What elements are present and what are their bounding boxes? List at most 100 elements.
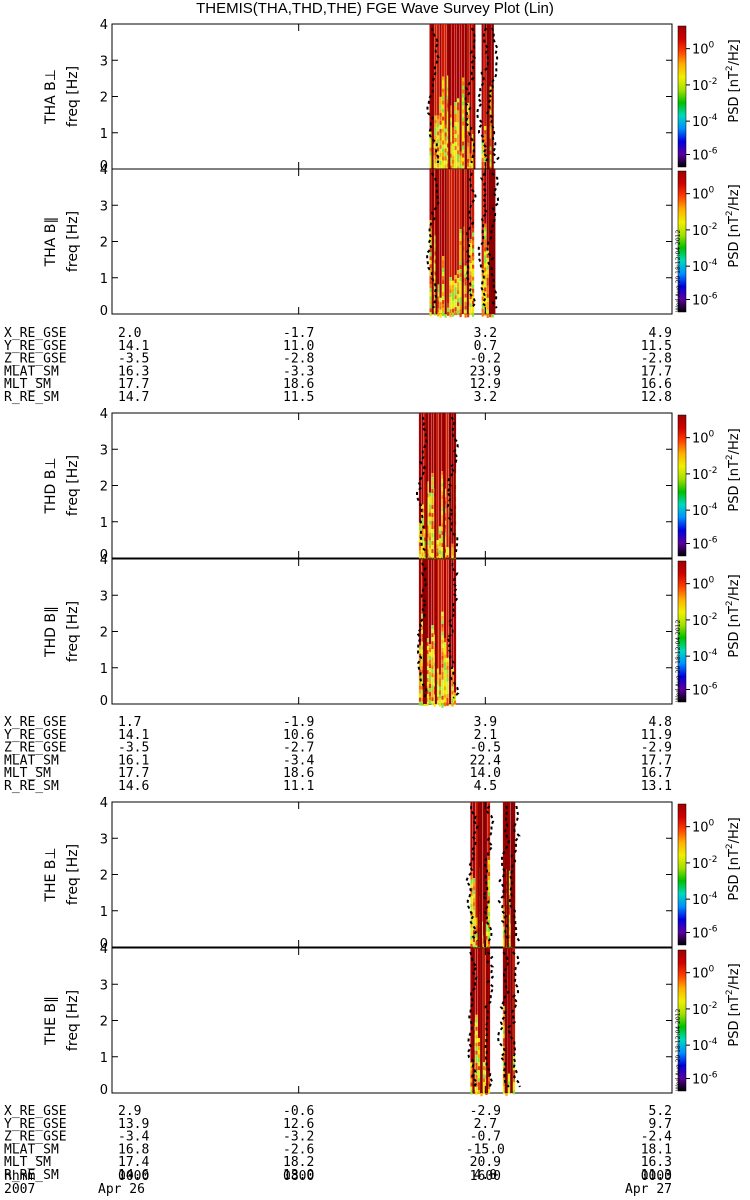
spectrum-cell [441, 503, 444, 508]
colorbar [677, 25, 687, 168]
ephemeris-value: 22.4 [470, 753, 501, 768]
spectrum-cell [481, 272, 484, 277]
spectrogram-panel-tha-bpar: 0 1 2 3 4 THA B∥ freq [Hz] 100 10-2 10-4 10-6 PSD [… [43, 163, 742, 319]
spectrum-cell [487, 928, 491, 933]
spectrum-cell [507, 1089, 511, 1094]
spectrum-cell [475, 1026, 478, 1031]
spectrum-cell [438, 694, 442, 699]
ephemeris-value: 14.0 [470, 766, 501, 781]
spectrum-cell [457, 150, 460, 155]
spectrum-cell [502, 1058, 506, 1063]
spectrum-cell [442, 256, 445, 261]
spectrum-cell [428, 664, 432, 668]
spectrum-line [477, 802, 480, 947]
colorbar [677, 803, 687, 946]
spectrum-cell [470, 1070, 473, 1075]
spectrum-cell [449, 309, 452, 314]
spectrum-cell [487, 920, 491, 925]
colorbar-tick-exponent: -4 [709, 258, 718, 268]
spectrum-column [484, 24, 487, 127]
spectrum-cell [426, 646, 429, 651]
ephemeris-value: 0.7 [474, 339, 497, 354]
spectrum-cell [446, 547, 449, 552]
spectrum-cell [442, 136, 445, 141]
colorbar-label: PSD [nT2/Hz] [725, 184, 742, 267]
spectrum-cell [502, 1026, 506, 1031]
spectrum-cell [442, 156, 445, 161]
spectrum-cell [441, 655, 444, 660]
colorbar-tick-label: 10-6 [692, 292, 718, 309]
spectrum-cell [418, 681, 422, 686]
colorbar-tick-exponent: -6 [709, 292, 718, 302]
spectrum-cell [431, 481, 434, 486]
spectrum-cell [439, 164, 442, 169]
ephemeris-row-name: Z_RE_GSE [4, 741, 67, 756]
spectrum-cell [418, 673, 422, 678]
spectrum-cell [426, 694, 429, 699]
spectrum-line [464, 24, 467, 169]
colorbar-tick-exponent: -6 [709, 1071, 718, 1081]
spectrum-cell [454, 279, 457, 284]
spectrum-cell [431, 545, 434, 550]
spectrum-cell [442, 272, 445, 277]
ephemeris-value: 11.0 [283, 339, 314, 354]
y-tick-label: 1 [100, 905, 108, 920]
spectrum-cell [502, 1070, 506, 1075]
spectrum-cell [447, 303, 450, 308]
spectrum-cell [418, 546, 422, 551]
spectrum-cell [484, 130, 487, 135]
y-tick-label: 3 [100, 443, 108, 458]
spectrum-cell [454, 299, 457, 304]
spectrum-cell [421, 520, 424, 525]
spectrum-cell [431, 633, 434, 638]
spectrum-line [480, 948, 483, 1093]
spectrum-cell [487, 944, 491, 949]
spectrum-cell [486, 277, 489, 282]
spectrum-cell [507, 870, 511, 875]
spectrum-cell [438, 550, 442, 555]
spectrum-cell [472, 256, 475, 261]
spectrum-cell [472, 162, 475, 167]
spectrum-cell [485, 931, 488, 936]
spectrum-cell [502, 1062, 506, 1067]
spectrum-cell [437, 296, 440, 301]
spectrum-cell [441, 639, 444, 644]
spectrum-cell [426, 658, 429, 663]
spectrum-cell [469, 251, 472, 256]
spectrum-cell [441, 675, 444, 680]
spectrum-cell [484, 138, 487, 143]
spectrum-cell [457, 118, 460, 123]
spectrum-line [504, 802, 507, 947]
colorbar-tick-label: 10-4 [692, 891, 718, 908]
spectrum-cell [451, 702, 454, 707]
ephemeris-value: -0.5 [470, 741, 501, 756]
spectrum-column [439, 169, 442, 298]
spectrum-cell [459, 245, 462, 250]
spectrum-column [469, 24, 472, 154]
spectrum-cell [470, 903, 473, 908]
spectrum-cell [438, 698, 442, 703]
ephemeris-row-name: MLT_SM [4, 377, 51, 392]
spectrum-cell [467, 158, 470, 163]
spectrum-cell [443, 658, 447, 663]
spectrum-cell [489, 138, 492, 143]
colorbar-tick-exponent: -4 [709, 502, 718, 512]
spectrum-cell [481, 304, 484, 309]
spectrum-cell [437, 308, 440, 313]
spectrum-cell [441, 539, 444, 544]
y-axis-unit: freq [Hz] [65, 601, 81, 662]
spectrum-column [472, 802, 476, 879]
spectrum-cell [428, 544, 432, 549]
spectrum-cell [443, 690, 447, 695]
spectrum-cell [449, 125, 452, 130]
spectrum-cell [457, 282, 460, 287]
colorbar-tick-exponent: -4 [709, 113, 718, 123]
spectrum-cell [469, 267, 472, 272]
spectrum-column [477, 948, 481, 1039]
spectrum-cell [454, 158, 457, 162]
spectrum-cell [418, 542, 422, 547]
ephemeris-value: -0.2 [470, 352, 501, 367]
colorbar-label: PSD [nT2/Hz] [725, 574, 742, 657]
spectrum-cell [451, 694, 454, 699]
spectrum-cell [475, 1090, 478, 1095]
